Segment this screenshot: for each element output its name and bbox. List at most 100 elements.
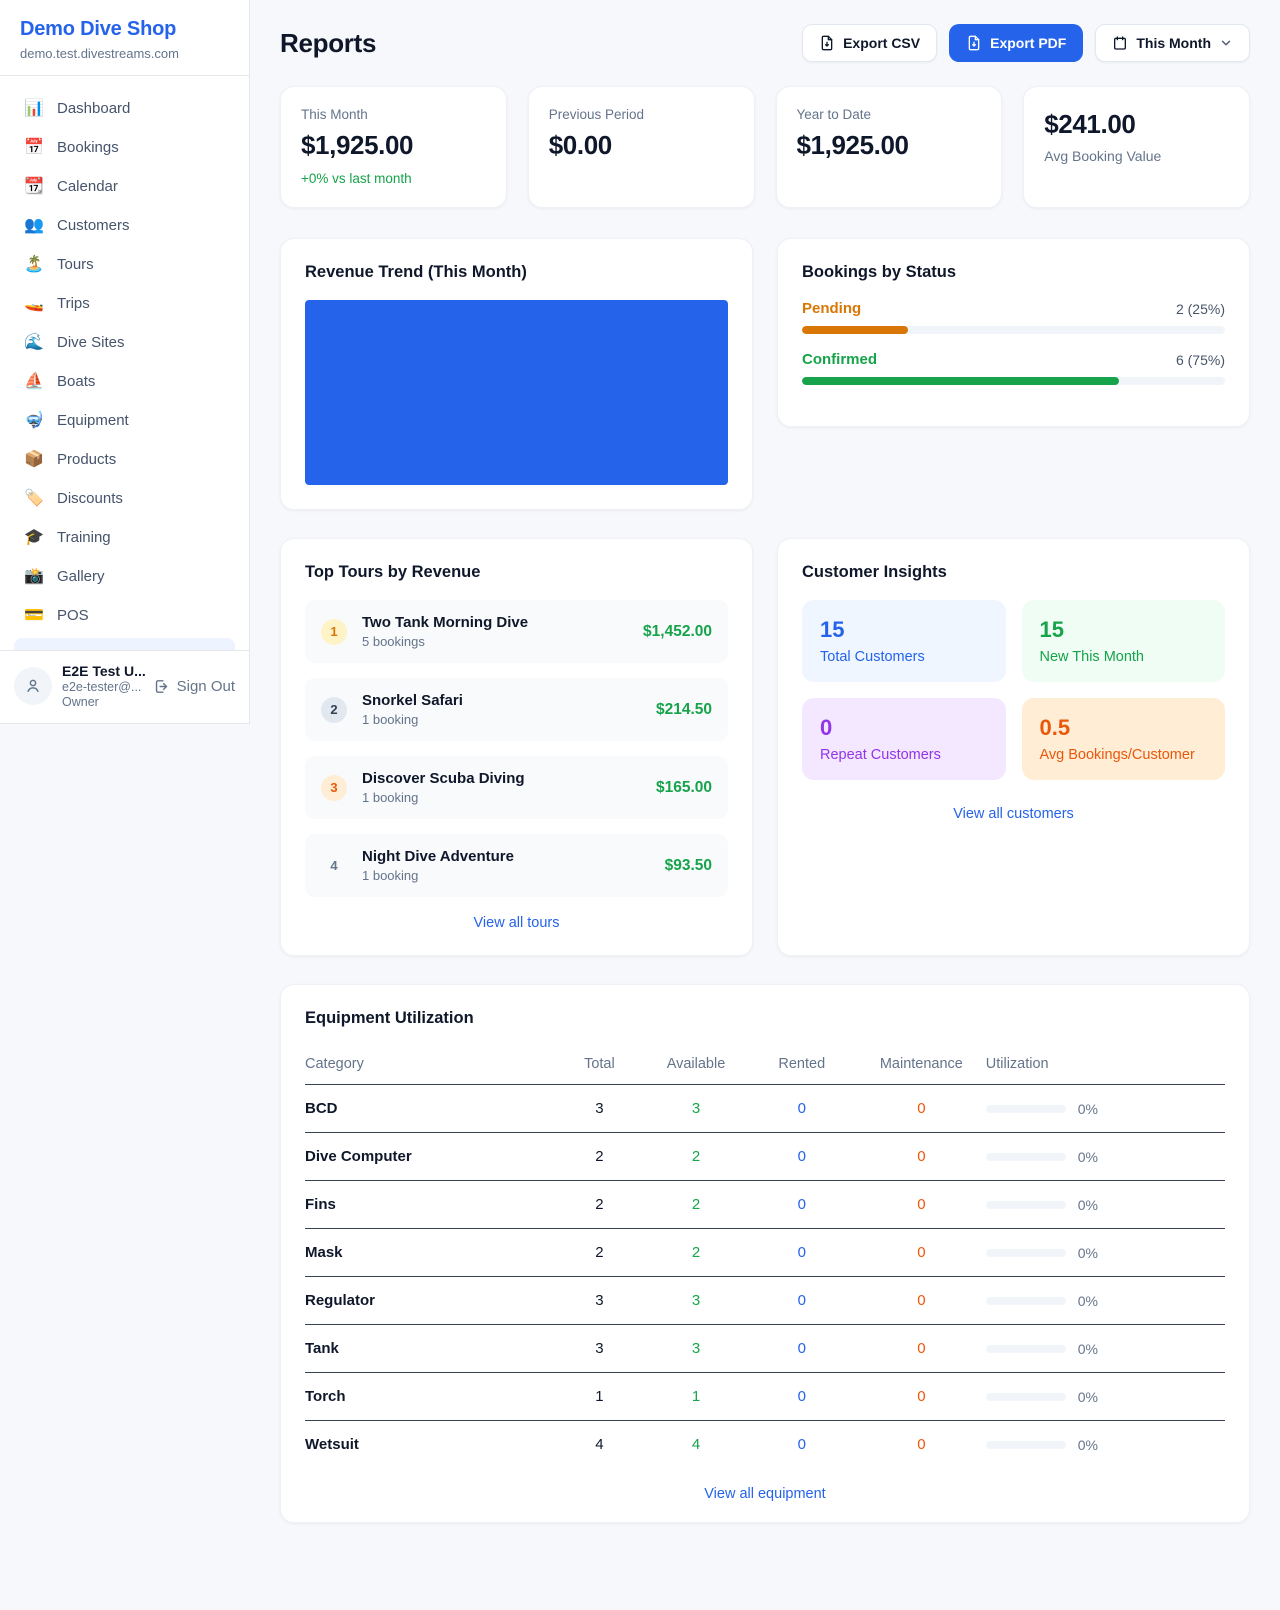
- export-pdf-button[interactable]: Export PDF: [949, 24, 1084, 62]
- credit-card-icon: 💳: [24, 606, 44, 624]
- sidebar-item-dive-sites[interactable]: 🌊 Dive Sites: [14, 324, 235, 361]
- shop-brand[interactable]: Demo Dive Shop demo.test.divestreams.com: [0, 0, 249, 76]
- cell-rented: 0: [746, 1180, 857, 1229]
- tour-bookings: 1 booking: [362, 712, 419, 727]
- revenue-trend-title: Revenue Trend (This Month): [305, 263, 527, 281]
- tour-name: Two Tank Morning Dive: [362, 614, 529, 631]
- insight-label: Total Customers: [820, 649, 925, 665]
- export-csv-button[interactable]: Export CSV: [802, 24, 938, 62]
- utilization-bar: [985, 1344, 1066, 1353]
- table-row: Tank 3 3 0 0 0%: [305, 1324, 1225, 1373]
- package-icon: 📦: [24, 450, 44, 468]
- status-count: 6 (75%): [1175, 351, 1225, 368]
- insight-label: New This Month: [1039, 649, 1145, 665]
- sailboat-icon: ⛵: [24, 372, 44, 390]
- utilization-pct: 0%: [1077, 1436, 1098, 1453]
- avatar: [14, 667, 52, 705]
- utilization-bar: [985, 1392, 1066, 1401]
- sidebar-item-boats[interactable]: ⛵ Boats: [14, 363, 235, 400]
- cell-maintenance: 0: [856, 1132, 986, 1181]
- tour-name: Snorkel Safari: [362, 692, 463, 709]
- table-row: Torch 1 1 0 0 0%: [305, 1372, 1225, 1421]
- progress-fill: [802, 326, 908, 334]
- cell-rented: 0: [746, 1228, 857, 1277]
- sidebar-item-label: Dashboard: [57, 100, 131, 117]
- equipment-table: Category Total Available Rented Maintena…: [305, 1046, 1225, 1468]
- tour-revenue: $214.50: [655, 700, 712, 718]
- sidebar-item-discounts[interactable]: 🏷️ Discounts: [14, 480, 235, 517]
- stat-card-this-month: This Month $1,925.00 +0% vs last month: [280, 86, 507, 208]
- view-all-equipment-link[interactable]: View all equipment: [704, 1486, 826, 1502]
- view-all-tours-link[interactable]: View all tours: [473, 915, 560, 931]
- cell-total: 3: [553, 1276, 646, 1325]
- col-header-total: Total: [553, 1046, 646, 1085]
- stat-label: This Month: [301, 107, 368, 122]
- status-label: Confirmed: [802, 351, 877, 368]
- sidebar-item-calendar[interactable]: 📆 Calendar: [14, 168, 235, 205]
- stat-card-previous-period: Previous Period $0.00: [527, 86, 755, 208]
- view-all-customers-link[interactable]: View all customers: [953, 806, 1074, 822]
- sidebar-item-equipment[interactable]: 🤿 Equipment: [14, 402, 235, 439]
- shop-name: Demo Dive Shop: [20, 18, 177, 40]
- cell-maintenance: 0: [917, 1436, 926, 1453]
- stat-label: Avg Booking Value: [1044, 148, 1162, 164]
- cell-category: Fins: [305, 1180, 554, 1229]
- customer-insights-panel: Customer Insights 15 Total Customers 15 …: [777, 538, 1250, 956]
- cell-maintenance: 0: [856, 1324, 986, 1373]
- sidebar-item-customers[interactable]: 👥 Customers: [14, 207, 235, 244]
- sidebar: Demo Dive Shop demo.test.divestreams.com…: [0, 0, 250, 1610]
- cell-maintenance: 0: [856, 1180, 986, 1229]
- utilization-pct: 0%: [1077, 1244, 1098, 1261]
- sidebar-item-label: Calendar: [57, 178, 118, 195]
- table-header-row: Category Total Available Rented Maintena…: [305, 1046, 1225, 1085]
- island-icon: 🏝️: [24, 255, 44, 273]
- sidebar-item-products[interactable]: 📦 Products: [14, 441, 235, 478]
- export-csv-label: Export CSV: [843, 35, 921, 51]
- insight-avg-bookings: 0.5 Avg Bookings/Customer: [1021, 698, 1225, 780]
- page-title: Reports: [280, 27, 377, 58]
- table-row: Fins 2 2 0 0 0%: [305, 1180, 1225, 1229]
- cell-total: 3: [553, 1324, 646, 1373]
- insight-label: Repeat Customers: [820, 747, 941, 763]
- sidebar-item-dashboard[interactable]: 📊 Dashboard: [14, 90, 235, 127]
- sidebar-item-training[interactable]: 🎓 Training: [14, 519, 235, 556]
- cell-category: BCD: [305, 1084, 554, 1133]
- sign-out-icon: [155, 679, 167, 693]
- sidebar-item-trips[interactable]: 🚤 Trips: [14, 285, 235, 322]
- sidebar-item-gallery[interactable]: 📸 Gallery: [14, 558, 235, 595]
- dashboard-icon: 📊: [24, 99, 44, 117]
- sidebar-item-tours[interactable]: 🏝️ Tours: [14, 246, 235, 283]
- table-row: BCD 3 3 0 0 0%: [305, 1084, 1225, 1133]
- tag-icon: 🏷️: [24, 489, 44, 507]
- sidebar-nav: 📊 Dashboard 📅 Bookings 📆 Calendar 👥 Cust…: [0, 76, 249, 634]
- table-row: Regulator 3 3 0 0 0%: [305, 1276, 1225, 1325]
- sign-out-label: Sign Out: [176, 677, 235, 695]
- rank-badge: 1: [321, 618, 347, 645]
- tour-revenue: $165.00: [655, 778, 712, 796]
- stat-value: $1,925.00: [796, 130, 909, 160]
- status-count: 2 (25%): [1175, 300, 1225, 317]
- sign-out-button[interactable]: Sign Out: [153, 678, 235, 695]
- utilization-bar: [985, 1296, 1066, 1305]
- progress-track: [802, 326, 1225, 334]
- progress-track: [802, 377, 1225, 385]
- insight-total-customers: 15 Total Customers: [802, 600, 1006, 682]
- sidebar-item-label: Trips: [57, 295, 90, 312]
- sidebar-item-bookings[interactable]: 📅 Bookings: [14, 129, 235, 166]
- user-email: e2e-tester@...: [62, 680, 142, 694]
- stat-card-avg-booking-value: $241.00 Avg Booking Value: [1023, 86, 1250, 208]
- cell-total: 2: [553, 1228, 646, 1277]
- insight-value: 0: [820, 715, 833, 740]
- cell-maintenance: 0: [856, 1372, 986, 1421]
- sidebar-item-reports-partial[interactable]: [14, 638, 235, 650]
- utilization-pct: 0%: [1077, 1100, 1098, 1117]
- cell-category: Dive Computer: [305, 1132, 554, 1181]
- period-dropdown[interactable]: This Month: [1095, 24, 1250, 62]
- wave-icon: 🌊: [24, 333, 44, 351]
- sidebar-item-pos[interactable]: 💳 POS: [14, 597, 235, 634]
- graduation-cap-icon: 🎓: [24, 528, 44, 546]
- insight-value: 15: [820, 617, 845, 642]
- revenue-trend-chart: [305, 300, 728, 485]
- tour-revenue: $93.50: [664, 856, 712, 874]
- sidebar-item-label: Training: [57, 529, 111, 546]
